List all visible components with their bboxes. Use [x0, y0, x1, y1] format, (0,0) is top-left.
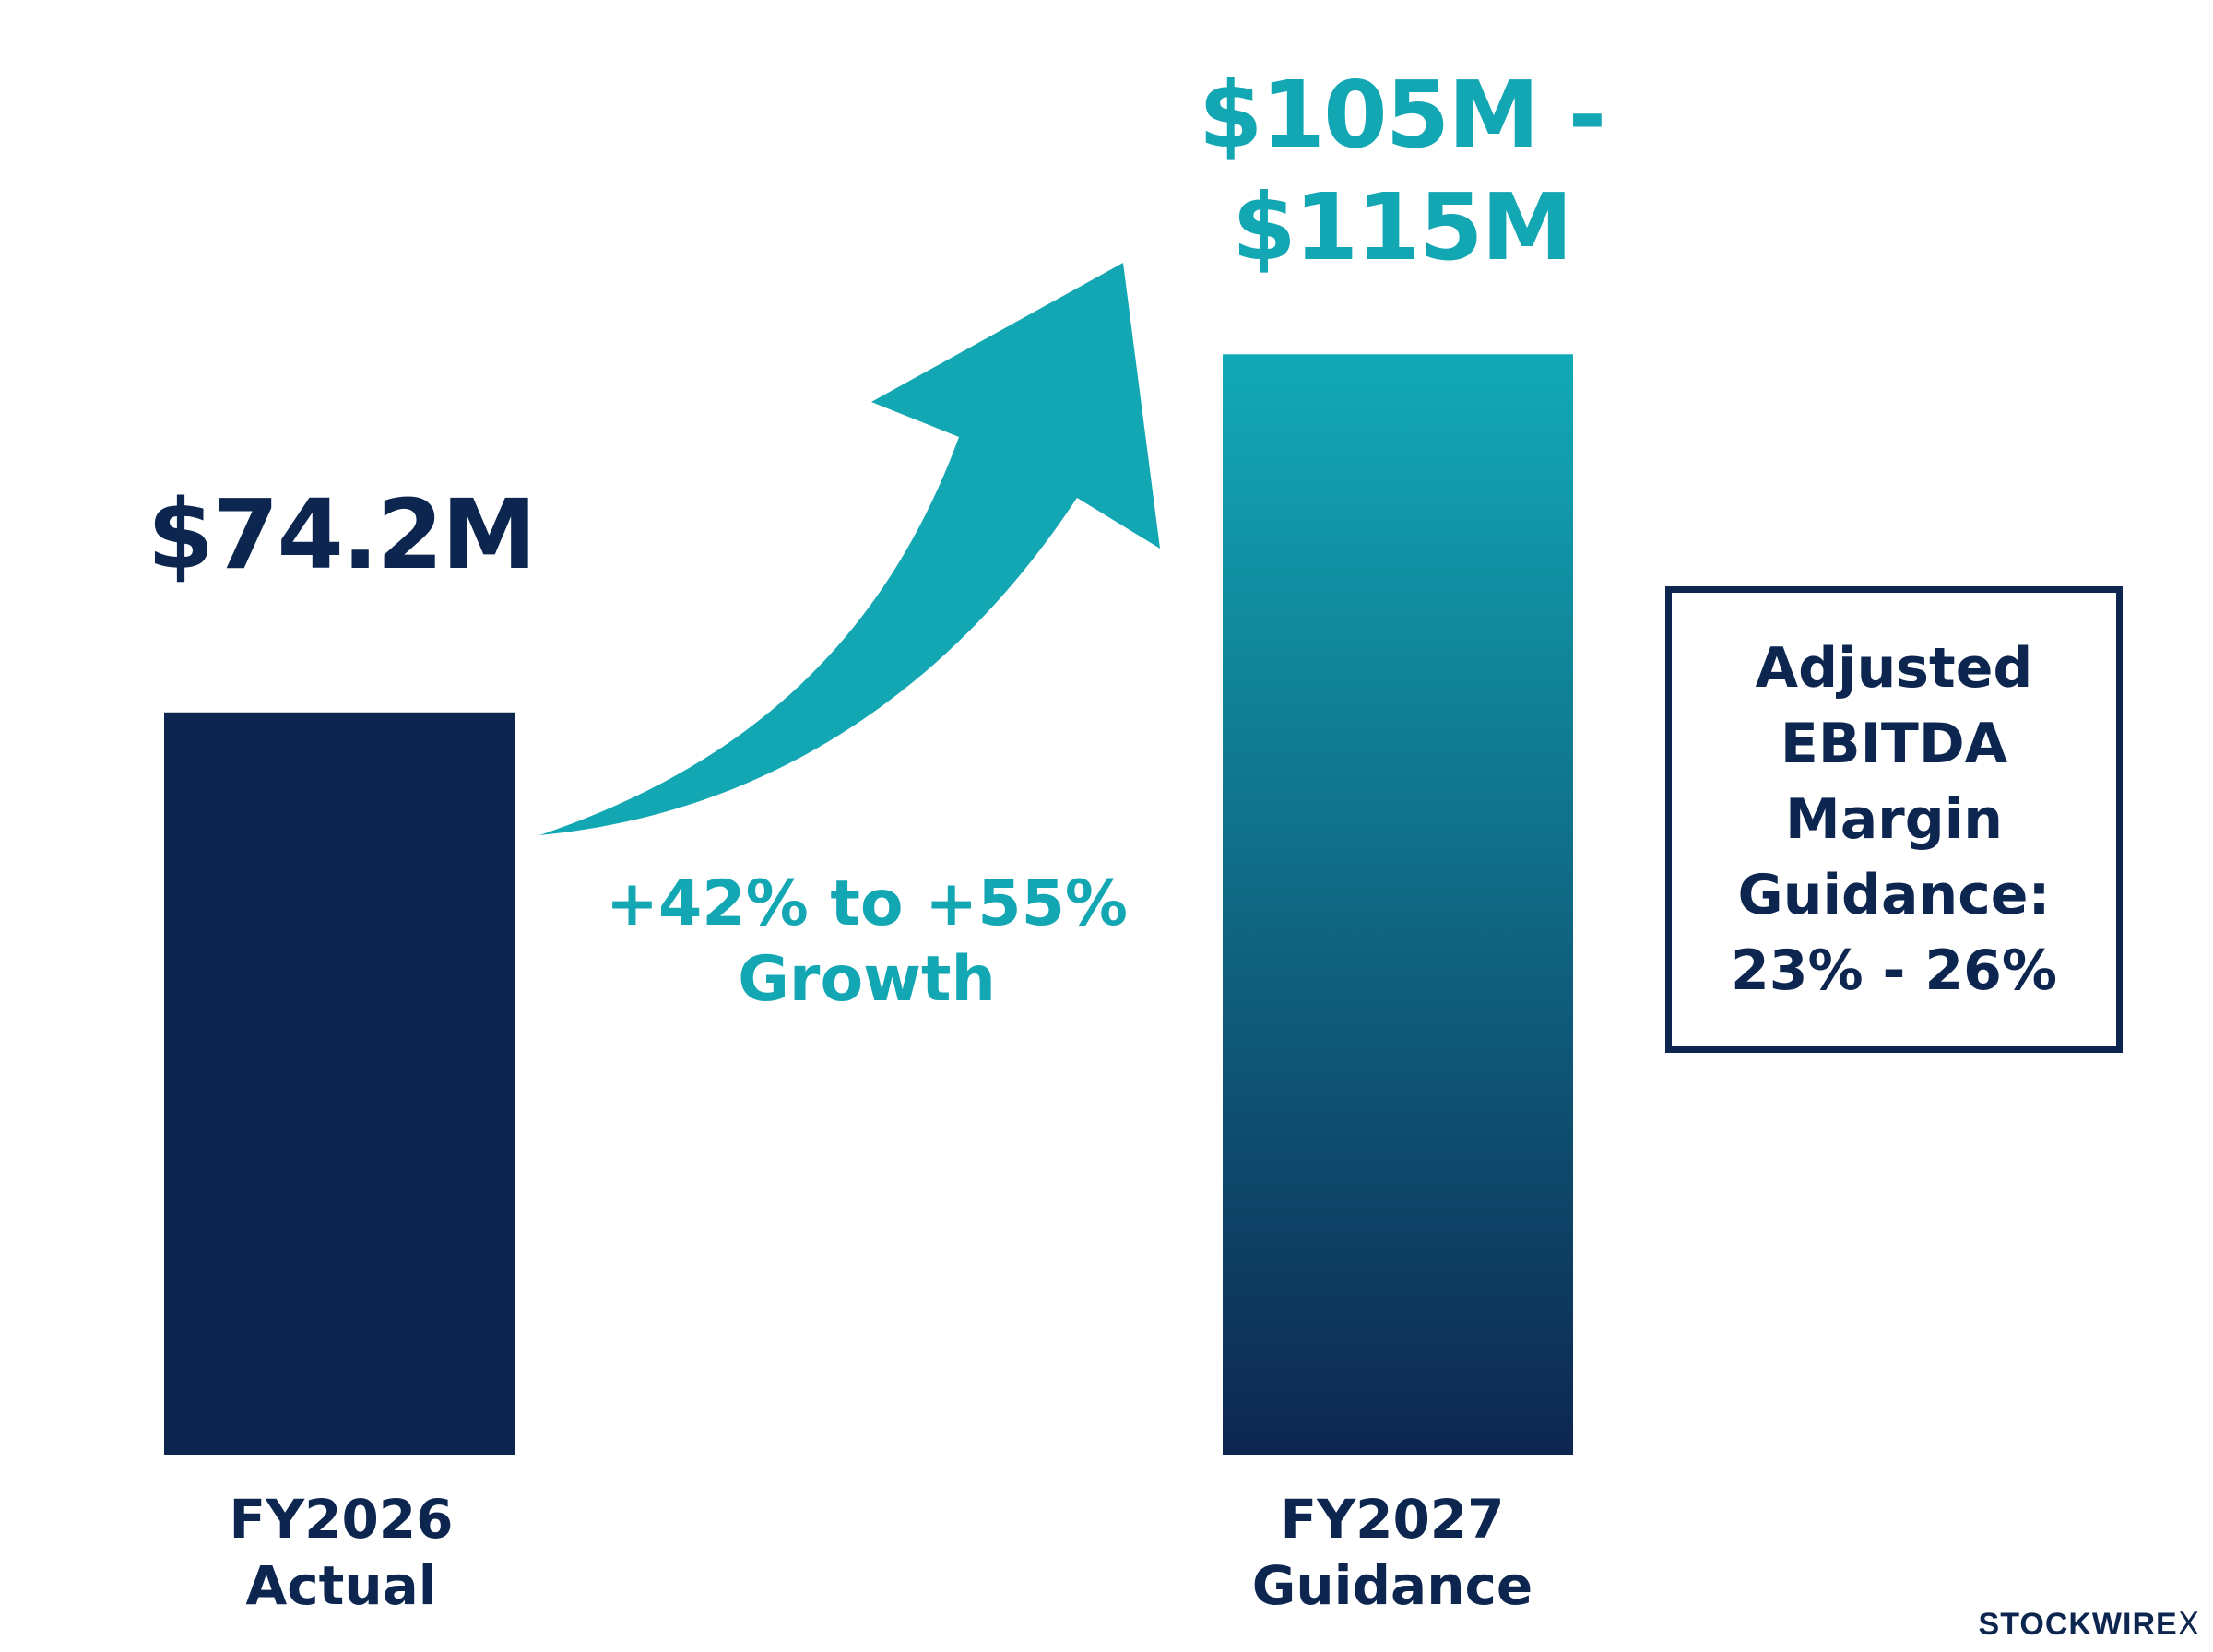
growth-annotation: +42% to +55% Growth — [572, 867, 1162, 1018]
watermark-brand: STOCKWIRE — [1978, 1607, 2178, 1642]
tick-label-line: FY2027 — [1280, 1488, 1505, 1551]
tick-label-fy2027: FY2027 Guidance — [1208, 1486, 1577, 1619]
ebitda-callout-line: EBITDA — [1780, 712, 2008, 776]
growth-annotation-line: +42% to +55% — [605, 867, 1129, 940]
data-label-fy2026: $74.2M — [138, 479, 544, 590]
growth-annotation-line: Growth — [738, 943, 996, 1016]
bar-fy2027-guidance — [1223, 354, 1573, 1455]
tick-label-fy2026: FY2026 Actual — [157, 1486, 526, 1619]
tick-label-line: Actual — [245, 1554, 437, 1617]
ebitda-callout-line: Margin — [1784, 787, 2003, 852]
data-label-fy2027: $105M - $115M — [1134, 59, 1669, 284]
ebitda-callout-text: Adjusted EBITDA Margin Guidance: 23% - 2… — [1691, 631, 2097, 1009]
growth-arrow-icon — [539, 263, 1160, 835]
ebitda-callout-box: Adjusted EBITDA Margin Guidance: 23% - 2… — [1665, 586, 2123, 1053]
tick-label-line: Guidance — [1251, 1554, 1533, 1617]
data-label-line: $74.2M — [147, 478, 537, 591]
tick-label-line: FY2026 — [229, 1488, 454, 1551]
bar-fy2026-actual — [164, 712, 515, 1455]
data-label-line: $115M — [1232, 173, 1573, 281]
watermark-logo: STOCKWIREX — [1979, 1606, 2200, 1643]
ebitda-margin-value: 23% - 26% — [1731, 938, 2057, 1003]
ebitda-callout-line: Adjusted — [1755, 636, 2033, 701]
watermark-mark: X — [2177, 1606, 2200, 1643]
data-label-line: $105M - — [1198, 61, 1606, 169]
ebitda-callout-line: Guidance: — [1737, 863, 2051, 927]
